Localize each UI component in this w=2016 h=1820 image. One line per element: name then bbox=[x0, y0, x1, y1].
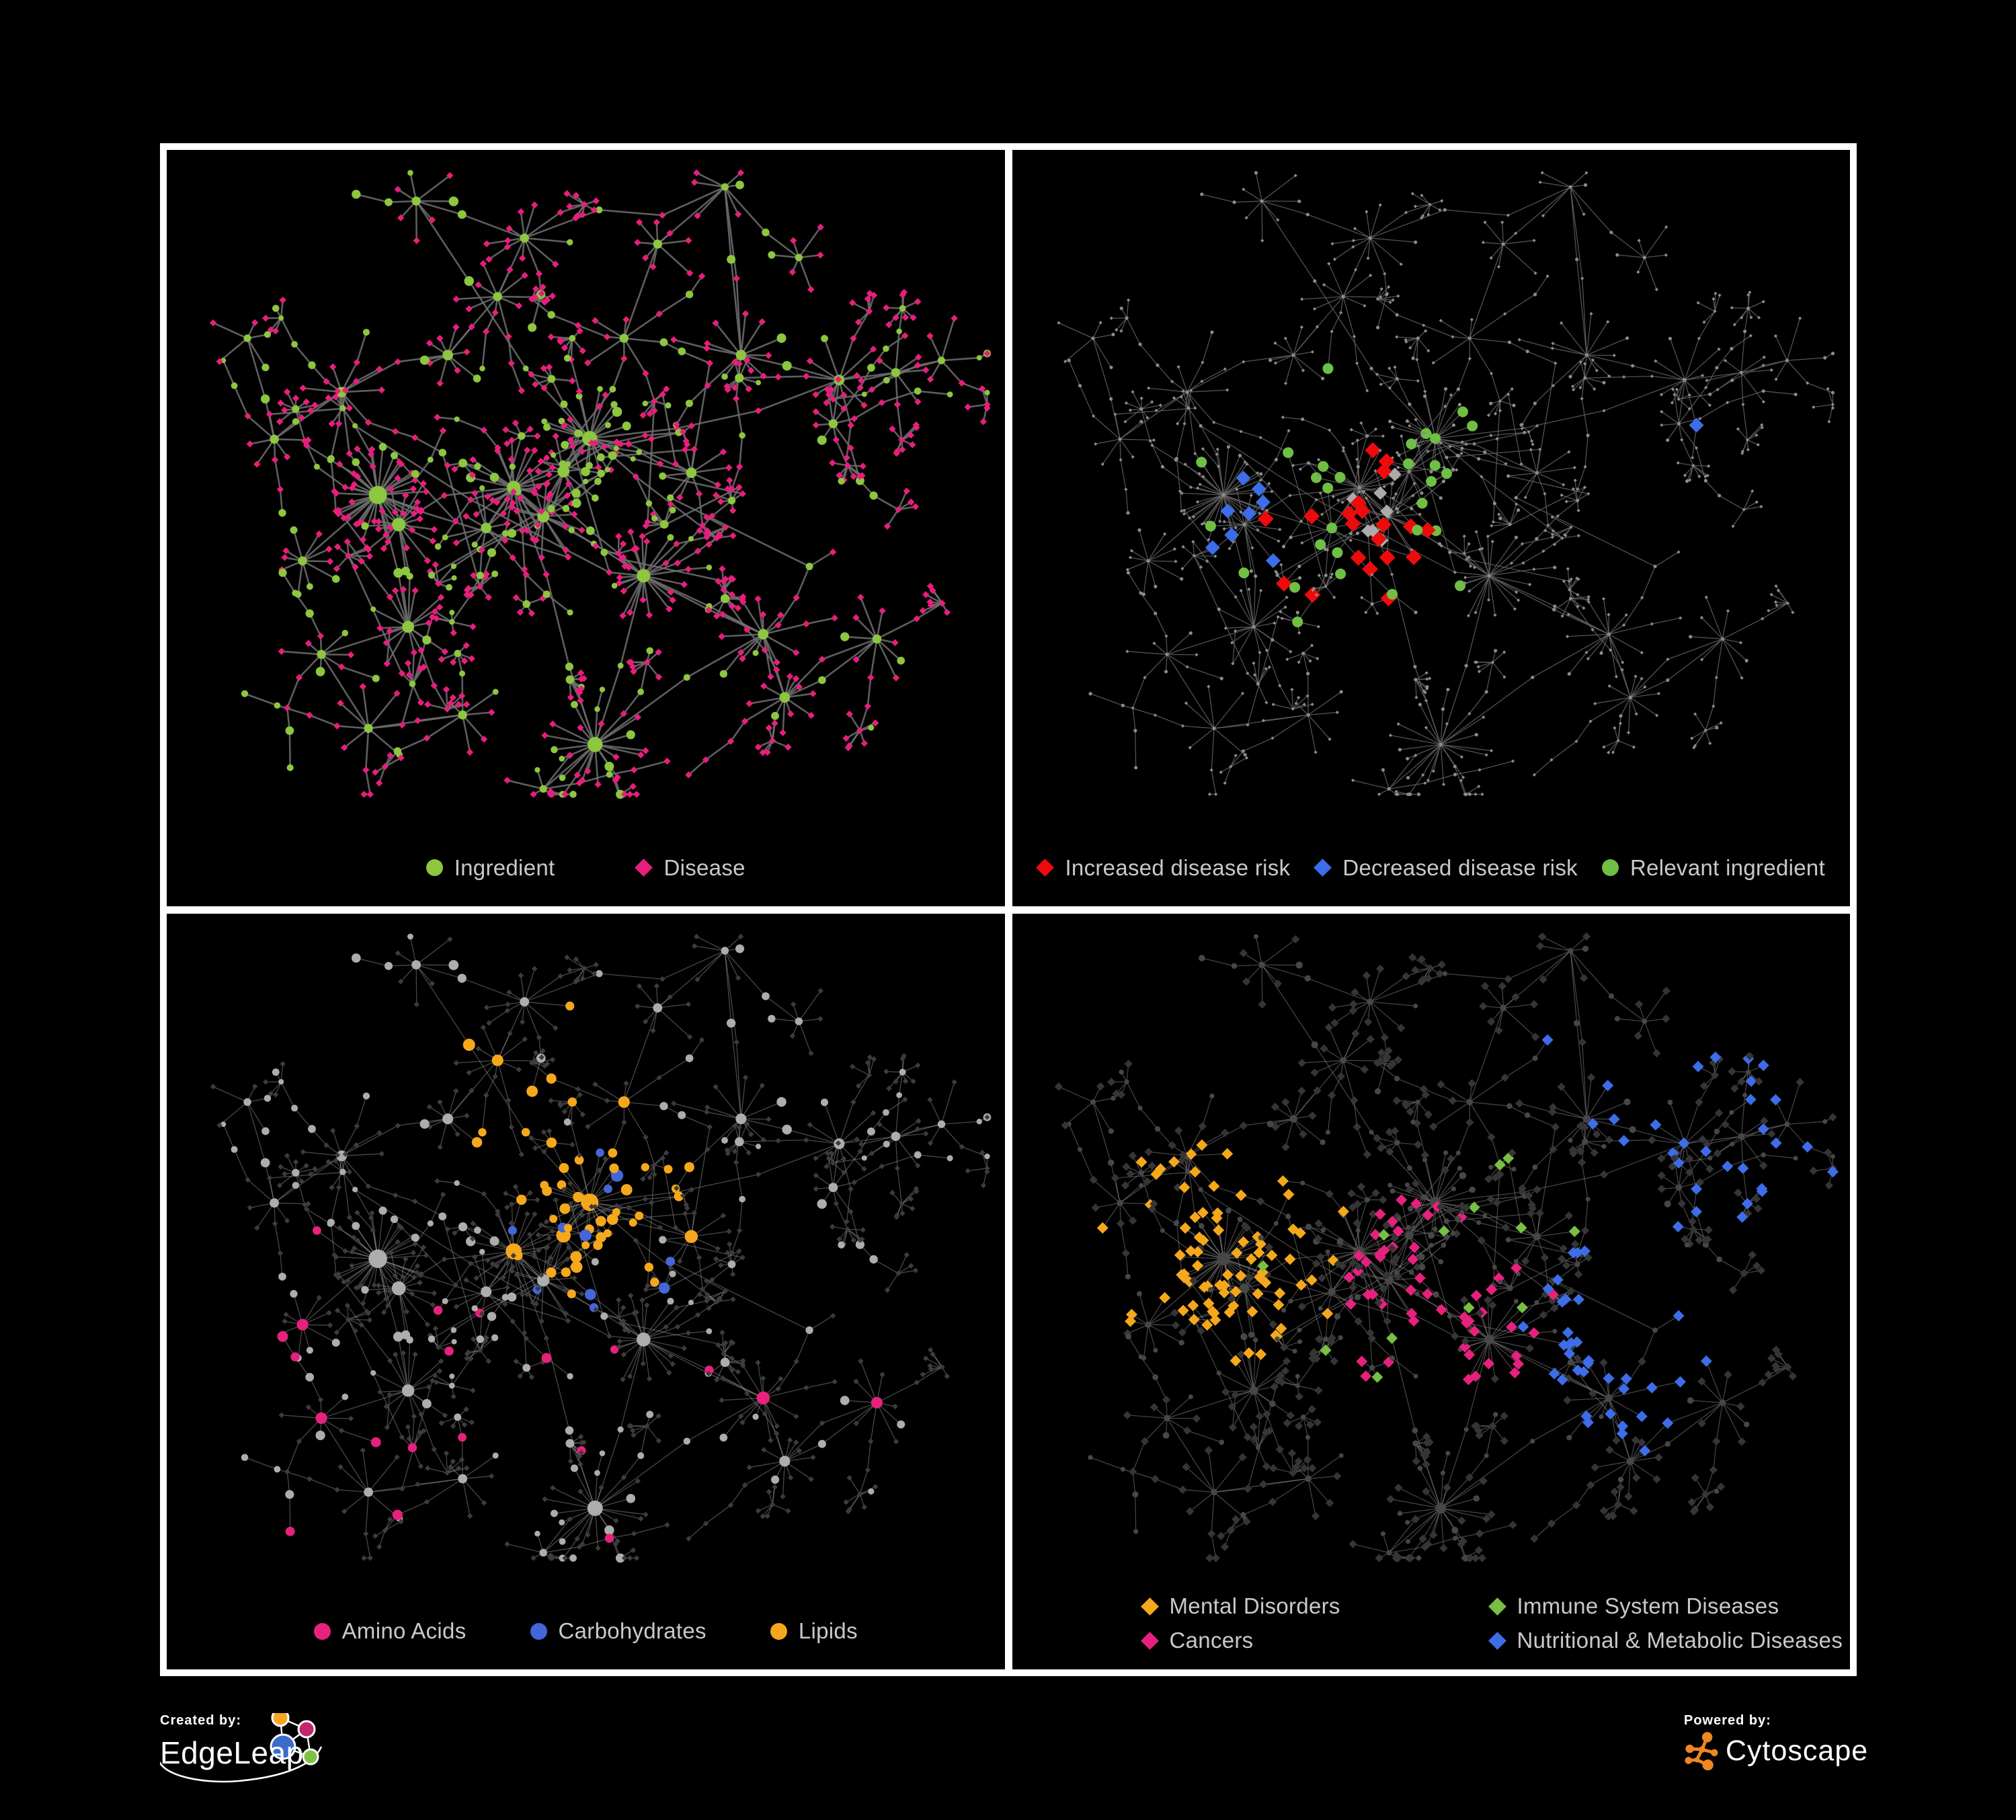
carbohydrates-swatch-icon bbox=[530, 1622, 547, 1640]
edgeleap-logo-icon bbox=[160, 1713, 323, 1783]
legend-label: Lipids bbox=[798, 1618, 858, 1643]
ingredient-swatch-icon bbox=[426, 859, 443, 876]
legend-item: Disease bbox=[635, 855, 745, 881]
cytoscape-credit: Powered by: Cytoscape bbox=[1684, 1713, 1912, 1794]
panel-grid: Ingredient Disease Increased disease ris… bbox=[160, 143, 1857, 1676]
legend-item: Cancers bbox=[1140, 1628, 1392, 1653]
legend-label: Immune System Diseases bbox=[1517, 1593, 1779, 1618]
legend-item: Nutritional & Metabolic Diseases bbox=[1488, 1628, 1843, 1653]
legend-item: Immune System Diseases bbox=[1488, 1593, 1843, 1619]
legend-label: Ingredient bbox=[454, 855, 555, 880]
legend-label: Amino Acids bbox=[341, 1618, 467, 1643]
cytoscape-brand-text: Cytoscape bbox=[1726, 1734, 1869, 1767]
legend-label: Increased disease risk bbox=[1065, 855, 1291, 880]
legend-item: Relevant ingredient bbox=[1601, 855, 1826, 881]
legend-disease-categories: Mental Disorders Immune System Diseases … bbox=[1140, 1593, 1843, 1653]
panel-ingredient-disease: Ingredient Disease bbox=[167, 150, 1005, 906]
disease-swatch-icon bbox=[635, 859, 653, 877]
legend-label: Carbohydrates bbox=[558, 1618, 707, 1643]
legend-macronutrients: Amino Acids Carbohydrates Lipids bbox=[167, 1618, 1005, 1644]
mental-disorders-swatch-icon bbox=[1140, 1597, 1159, 1616]
legend-label: Mental Disorders bbox=[1169, 1593, 1340, 1618]
powered-by-label: Powered by: bbox=[1684, 1713, 1771, 1728]
edgeleap-credit: Created by: EdgeLeap bbox=[160, 1713, 483, 1814]
legend-item: Ingredient bbox=[426, 855, 555, 881]
legend-label: Nutritional & Metabolic Diseases bbox=[1517, 1628, 1843, 1653]
immune-diseases-swatch-icon bbox=[1488, 1597, 1506, 1616]
network-graph-ingredient-disease bbox=[209, 169, 992, 799]
legend-label: Disease bbox=[663, 855, 745, 880]
network-graph-disease-risk bbox=[1056, 171, 1834, 797]
legend-item: Mental Disorders bbox=[1140, 1593, 1392, 1619]
legend-item: Decreased disease risk bbox=[1314, 855, 1578, 881]
legend-label: Cancers bbox=[1169, 1628, 1254, 1653]
legend-item: Amino Acids bbox=[313, 1618, 467, 1644]
cytoscape-logo-icon bbox=[1685, 1732, 1718, 1770]
legend-ingredient-disease: Ingredient Disease bbox=[167, 855, 1005, 881]
amino-acids-swatch-icon bbox=[313, 1622, 331, 1640]
legend-disease-risk: Increased disease risk Decreased disease… bbox=[1012, 855, 1851, 881]
legend-item: Lipids bbox=[770, 1618, 858, 1644]
panel-disease-risk: Increased disease risk Decreased disease… bbox=[1012, 150, 1851, 906]
panel-macronutrients: Amino Acids Carbohydrates Lipids bbox=[167, 913, 1005, 1669]
relevant-ingredient-swatch-icon bbox=[1601, 859, 1619, 876]
lipids-swatch-icon bbox=[770, 1622, 787, 1640]
nutritional-metabolic-swatch-icon bbox=[1488, 1631, 1506, 1650]
network-graph-disease-categories bbox=[1054, 932, 1839, 1562]
decreased-risk-swatch-icon bbox=[1314, 859, 1332, 877]
legend-item: Carbohydrates bbox=[530, 1618, 707, 1644]
legend-label: Relevant ingredient bbox=[1629, 855, 1826, 880]
network-graph-macronutrients bbox=[210, 933, 992, 1562]
panel-disease-categories: Mental Disorders Immune System Diseases … bbox=[1012, 913, 1850, 1669]
cancers-swatch-icon bbox=[1140, 1631, 1159, 1650]
increased-risk-swatch-icon bbox=[1036, 859, 1055, 877]
legend-label: Decreased disease risk bbox=[1342, 855, 1578, 880]
legend-item: Increased disease risk bbox=[1036, 855, 1291, 881]
created-by-label: Created by: bbox=[160, 1713, 242, 1728]
edgeleap-brand-text: EdgeLeap bbox=[160, 1735, 304, 1770]
